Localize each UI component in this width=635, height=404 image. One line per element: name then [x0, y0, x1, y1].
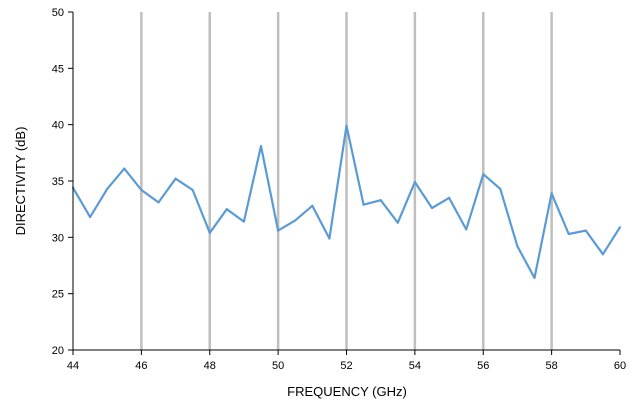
data-point — [157, 201, 160, 204]
data-point — [413, 181, 416, 184]
gridlines — [140, 12, 553, 350]
x-tick-label-58: 58 — [546, 360, 558, 372]
data-point — [482, 173, 485, 176]
x-tick-label-44: 44 — [67, 360, 79, 372]
x-tick-label-52: 52 — [340, 360, 352, 372]
series-layer — [71, 124, 622, 279]
x-tick-label-48: 48 — [204, 360, 216, 372]
data-point — [88, 215, 92, 219]
y-tick-label-30: 30 — [52, 232, 64, 244]
data-point — [294, 219, 297, 222]
data-point — [123, 167, 126, 170]
tick-labels: 20 25 30 35 40 45 50 44 46 48 50 52 54 56 58 60 — [52, 7, 626, 372]
data-point — [242, 220, 246, 223]
data-point — [379, 199, 382, 202]
y-tick-label-20: 20 — [52, 345, 64, 357]
data-point — [277, 229, 280, 232]
y-tick-label-45: 45 — [52, 63, 64, 75]
data-point — [345, 124, 348, 127]
data-point — [601, 253, 605, 256]
data-point — [465, 228, 468, 231]
data-point — [259, 144, 263, 148]
data-point — [567, 232, 570, 236]
data-point — [430, 206, 434, 210]
x-tick-label-46: 46 — [135, 360, 147, 372]
data-point — [550, 192, 553, 195]
data-point — [499, 187, 502, 190]
data-point — [174, 177, 177, 180]
data-point — [362, 203, 365, 206]
x-tick-label-50: 50 — [272, 360, 284, 372]
data-point — [447, 196, 451, 199]
data-point — [618, 226, 622, 229]
x-tick-label-56: 56 — [477, 360, 489, 372]
axes — [68, 11, 621, 355]
data-point — [533, 276, 536, 279]
x-axis-title: FREQUENCY (GHz) — [287, 384, 407, 399]
y-tick-label-50: 50 — [52, 7, 64, 19]
y-axis-title: DIRECTIVITY (dB) — [13, 127, 28, 236]
x-tick-label-60: 60 — [614, 360, 626, 372]
y-tick-label-40: 40 — [52, 120, 64, 132]
data-point — [584, 229, 587, 232]
data-point — [208, 231, 211, 234]
data-point — [225, 208, 228, 211]
x-tick-label-54: 54 — [409, 360, 421, 372]
y-tick-label-35: 35 — [52, 176, 64, 188]
data-point — [106, 187, 109, 190]
data-point — [328, 237, 331, 240]
y-tick-label-25: 25 — [52, 289, 64, 301]
data-point — [140, 188, 143, 192]
data-point — [516, 245, 519, 248]
data-point — [311, 204, 314, 207]
data-point — [191, 188, 194, 192]
data-point — [396, 221, 399, 224]
